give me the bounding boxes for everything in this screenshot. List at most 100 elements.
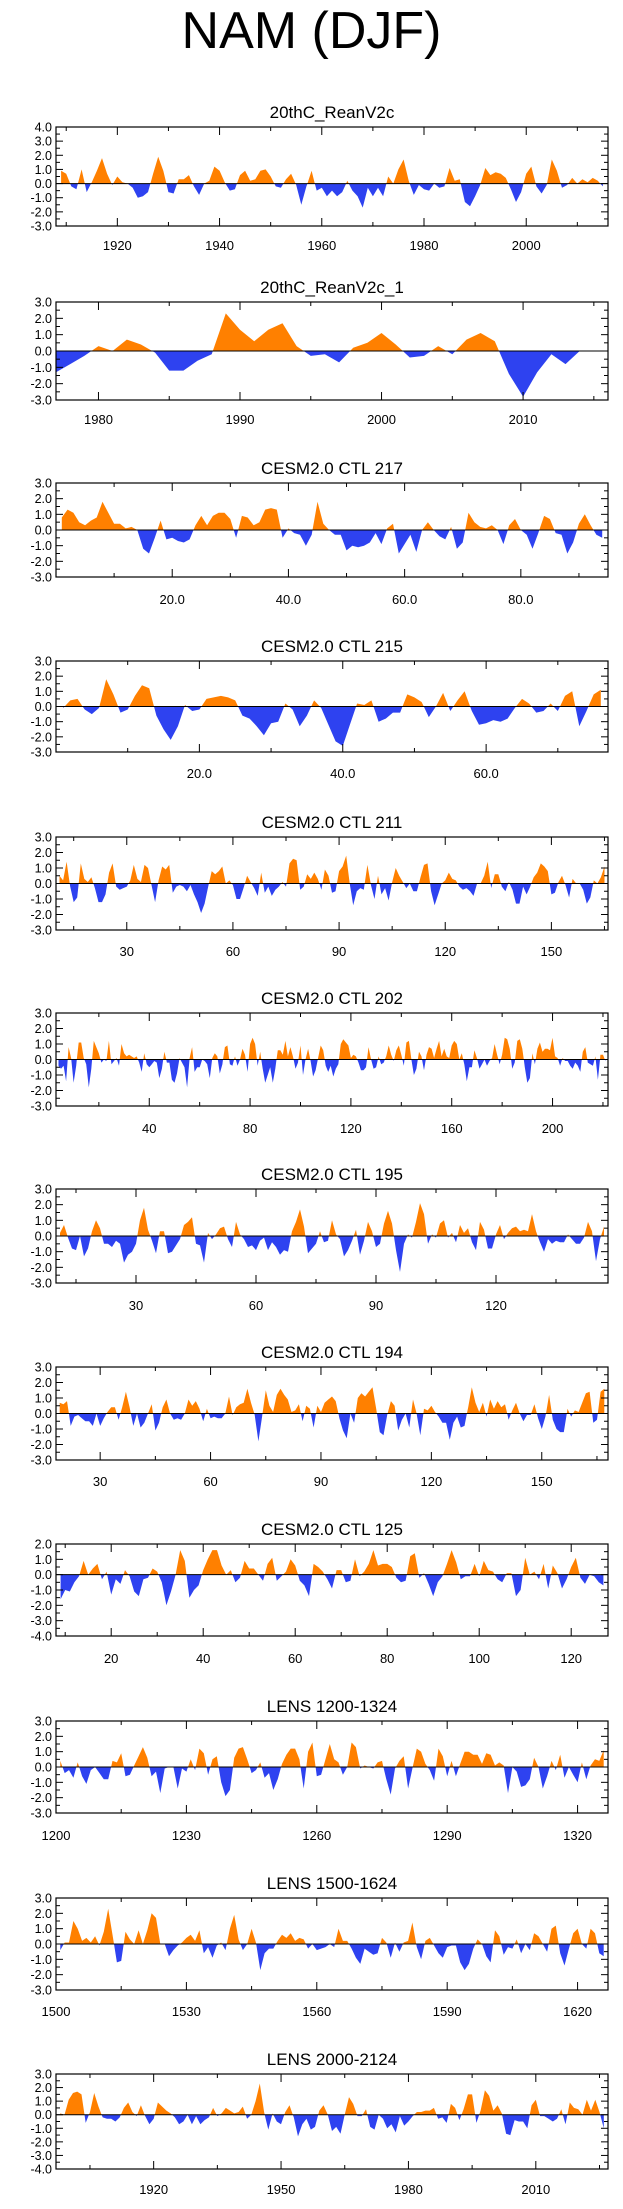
- y-tick-label: -3.0: [30, 746, 52, 760]
- x-tick-label: 90: [369, 1298, 383, 1313]
- y-tick-label: -1.0: [30, 715, 52, 729]
- chart-panel: CESM2.0 CTL 217 3.02.0 1.0 0.0-1.0 -2.0 -3.0 2…: [30, 459, 609, 607]
- y-tick-label: 1.0: [35, 1392, 52, 1406]
- y-tick-label: -3.0: [30, 924, 52, 938]
- y-tick-label: -2.0: [30, 1968, 52, 1982]
- y-tick-label: -2.0: [30, 1084, 52, 1098]
- chart-title: LENS 1200-1324: [267, 1697, 397, 1716]
- negative-anomaly-area: [63, 706, 589, 746]
- y-tick-label: -1.0: [30, 893, 52, 907]
- y-tick-label: 2.0: [35, 1730, 52, 1744]
- y-tick-label: 1.0: [35, 685, 52, 699]
- negative-anomaly-area: [67, 1236, 601, 1272]
- positive-anomaly-area: [60, 1203, 604, 1236]
- y-tick-label: -2.0: [30, 1261, 52, 1275]
- chart-title: 20thC_ReanV2c_1: [260, 278, 404, 297]
- positive-anomaly-area: [59, 855, 605, 884]
- positive-anomaly-area: [60, 1742, 604, 1767]
- y-tick-label: -1.0: [30, 1584, 52, 1598]
- y-tick-label: -2.0: [30, 377, 52, 391]
- x-tick-label: 2010: [521, 2182, 550, 2197]
- y-tick-label: -2.0: [30, 1599, 52, 1613]
- y-tick-label: -3.0: [30, 1100, 52, 1114]
- positive-anomaly-area: [61, 156, 601, 184]
- positive-anomaly-area: [63, 1908, 598, 1944]
- y-tick-label: -1.0: [30, 361, 52, 375]
- x-tick-label: 1920: [103, 238, 132, 253]
- chart-title: CESM2.0 CTL 217: [261, 459, 403, 478]
- y-tick-label: 0.0: [35, 2108, 52, 2122]
- y-tick-label: -1.0: [30, 1776, 52, 1790]
- y-tick-label: 3.0: [35, 2068, 52, 2082]
- y-tick-label: 2.0: [35, 1376, 52, 1390]
- x-tick-label: 40: [142, 1121, 156, 1136]
- x-tick-label: 60.0: [473, 766, 498, 781]
- x-tick-label: 1530: [172, 2004, 201, 2019]
- y-tick-label: -4.0: [30, 1630, 52, 1644]
- y-tick-label: -3.0: [30, 394, 52, 408]
- y-tick-label: 3.0: [35, 1361, 52, 1375]
- y-tick-label: 1.0: [35, 1214, 52, 1228]
- y-tick-label: 0.0: [35, 700, 52, 714]
- x-tick-label: 2010: [509, 412, 538, 427]
- x-tick-label: 120: [340, 1121, 362, 1136]
- y-tick-label: 2.0: [35, 492, 52, 506]
- x-tick-label: 80: [243, 1121, 257, 1136]
- negative-anomaly-area: [60, 1574, 604, 1606]
- y-tick-label: -2.0: [30, 555, 52, 569]
- x-tick-label: 60: [288, 1651, 302, 1666]
- y-tick-label: 1.0: [35, 1038, 52, 1052]
- y-tick-label: 0.0: [35, 877, 52, 891]
- x-tick-label: 1560: [302, 2004, 331, 2019]
- x-tick-label: 40: [196, 1651, 210, 1666]
- y-tick-label: 1.0: [35, 862, 52, 876]
- x-tick-label: 1980: [410, 238, 439, 253]
- y-tick-label: -1.0: [30, 2122, 52, 2136]
- y-tick-label: -3.0: [30, 220, 52, 234]
- negative-anomaly-area: [137, 530, 603, 554]
- y-tick-label: -2.0: [30, 1791, 52, 1805]
- y-tick-label: 1.0: [35, 1745, 52, 1759]
- x-tick-label: 40.0: [330, 766, 355, 781]
- y-tick-label: 2.0: [35, 1198, 52, 1212]
- plot-frame: [55, 126, 609, 227]
- chart-title: CESM2.0 CTL 195: [261, 1165, 403, 1184]
- y-tick-label: -3.0: [30, 1454, 52, 1468]
- y-tick-label: 3.0: [35, 1715, 52, 1729]
- x-tick-label: 60.0: [392, 592, 417, 607]
- x-tick-label: 200: [542, 1121, 564, 1136]
- y-tick-label: 0.0: [35, 1938, 52, 1952]
- y-tick-label: -2.0: [30, 1438, 52, 1452]
- x-tick-label: 1940: [205, 238, 234, 253]
- y-tick-label: 2.0: [35, 1538, 52, 1552]
- chart-panel: CESM2.0 CTL 202 3.02.0 1.00.0 -1.0-2.0 -3.0 4…: [30, 989, 609, 1136]
- x-tick-label: 60: [226, 944, 240, 959]
- x-tick-label: 2000: [367, 412, 396, 427]
- chart-panel: LENS 1200-1324 3.02.01.0 0.0-1.0-2.0 -3.0 12…: [30, 1697, 609, 1843]
- x-tick-label: 1290: [433, 1828, 462, 1843]
- x-tick-label: 1960: [307, 238, 336, 253]
- chart-title: CESM2.0 CTL 202: [261, 989, 403, 1008]
- chart-panel: CESM2.0 CTL 211 3.02.0 1.00.0 -1.0-2.0 -3.0 3…: [30, 813, 609, 959]
- y-tick-label: 1.0: [35, 328, 52, 342]
- x-tick-label: 1980: [84, 412, 113, 427]
- x-tick-label: 150: [531, 1474, 553, 1489]
- y-tick-label: -3.0: [30, 1277, 52, 1291]
- x-tick-label: 1980: [394, 2182, 423, 2197]
- x-tick-label: 60: [203, 1474, 217, 1489]
- y-tick-label: 4.0: [35, 121, 52, 135]
- y-tick-label: 1.0: [35, 1553, 52, 1567]
- y-tick-label: -3.0: [30, 571, 52, 585]
- chart-panel: CESM2.0 CTL 194 3.02.0 1.00.0 -1.0-2.0 -3.0 3…: [30, 1343, 609, 1489]
- y-tick-label: 0.0: [35, 1568, 52, 1582]
- x-tick-label: 20.0: [187, 766, 212, 781]
- y-tick-label: 2.0: [35, 1907, 52, 1921]
- x-tick-label: 1200: [42, 1828, 71, 1843]
- x-tick-label: 60: [249, 1298, 263, 1313]
- chart-panel: CESM2.0 CTL 215 3.02.01.00.0-1.0-2.0 -3.0 2…: [30, 637, 609, 781]
- y-tick-label: -2.0: [30, 2135, 52, 2149]
- x-tick-label: 120: [485, 1298, 507, 1313]
- y-tick-label: -1.0: [30, 1069, 52, 1083]
- negative-anomaly-area: [84, 2114, 604, 2137]
